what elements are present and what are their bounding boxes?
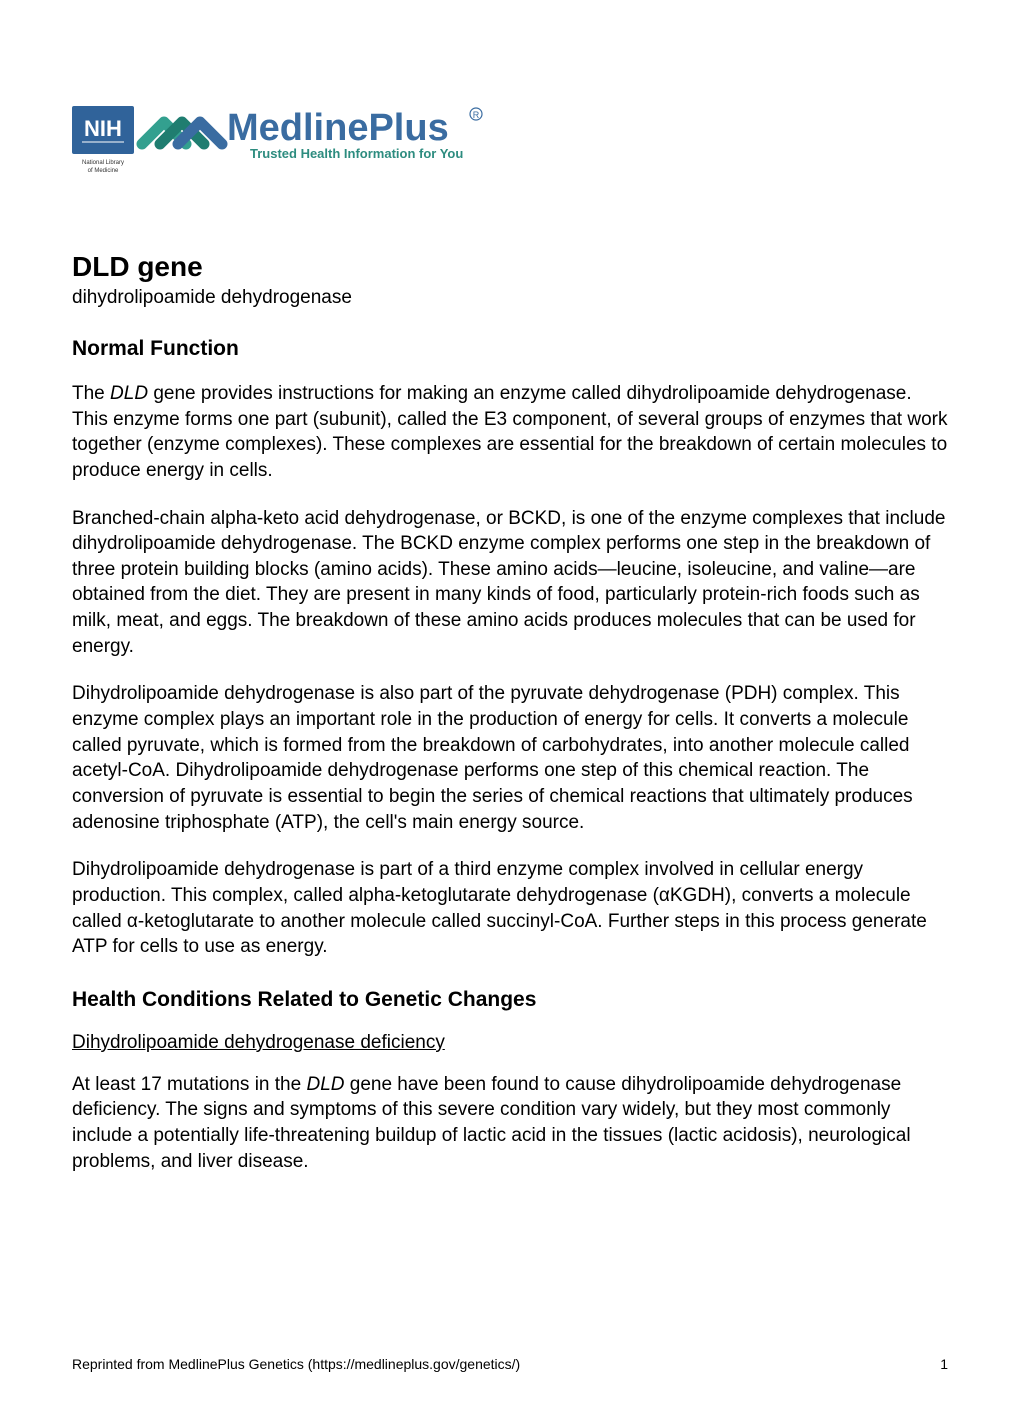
body-paragraph: At least 17 mutations in the DLD gene ha… — [72, 1072, 948, 1175]
svg-text:Trusted Health Information for: Trusted Health Information for You — [250, 146, 463, 161]
svg-text:MedlinePlus: MedlinePlus — [227, 107, 449, 149]
svg-text:of Medicine: of Medicine — [88, 168, 119, 174]
footer-source: Reprinted from MedlinePlus Genetics (htt… — [72, 1356, 520, 1372]
page-subtitle: dihydrolipoamide dehydrogenase — [72, 287, 948, 309]
page-number: 1 — [940, 1356, 948, 1372]
page-title: DLD gene — [72, 251, 948, 283]
medlineplus-logo: NIH National Library of Medicine Medline… — [72, 96, 492, 186]
body-paragraph: The DLD gene provides instructions for m… — [72, 381, 948, 484]
gene-name-italic: DLD — [306, 1074, 344, 1095]
text-span: The — [72, 383, 110, 404]
svg-text:NIH: NIH — [84, 116, 122, 141]
svg-text:National Library: National Library — [82, 160, 124, 166]
condition-link[interactable]: Dihydrolipoamide dehydrogenase deficienc… — [72, 1032, 948, 1054]
body-paragraph: Dihydrolipoamide dehydrogenase is also p… — [72, 681, 948, 835]
logo-container: NIH National Library of Medicine Medline… — [72, 96, 948, 191]
section-heading-normal-function: Normal Function — [72, 337, 948, 361]
text-span: At least 17 mutations in the — [72, 1074, 306, 1095]
gene-name-italic: DLD — [110, 383, 148, 404]
page-footer: Reprinted from MedlinePlus Genetics (htt… — [72, 1356, 948, 1372]
text-span: gene provides instructions for making an… — [72, 383, 947, 481]
section-heading-health-conditions: Health Conditions Related to Genetic Cha… — [72, 988, 948, 1012]
document-page: NIH National Library of Medicine Medline… — [0, 0, 1020, 1402]
body-paragraph: Dihydrolipoamide dehydrogenase is part o… — [72, 857, 948, 960]
body-paragraph: Branched-chain alpha-keto acid dehydroge… — [72, 506, 948, 660]
svg-text:R: R — [473, 110, 480, 120]
